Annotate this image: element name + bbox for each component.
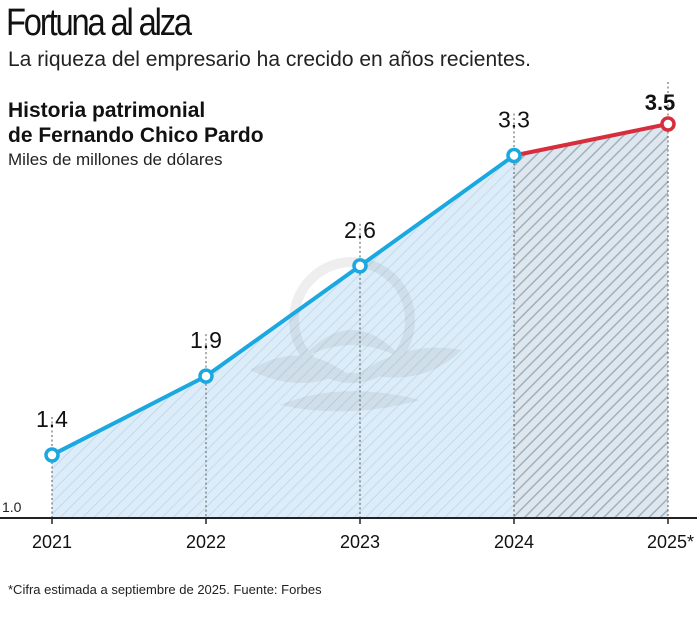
y-axis-min-label: 1.0 xyxy=(2,499,22,515)
area-estimate xyxy=(514,124,668,518)
data-point-2022 xyxy=(198,368,214,384)
data-label-2022: 1.9 xyxy=(190,327,222,353)
chart-title-line1: Historia patrimonial xyxy=(8,99,206,122)
data-label-2023: 2.6 xyxy=(344,217,376,243)
chart-title-line2: de Fernando Chico Pardo xyxy=(8,124,264,147)
watermark-emblem xyxy=(250,257,462,412)
x-tick-label-2023: 2023 xyxy=(340,532,380,552)
chart-title: Historia patrimonial de Fernando Chico P… xyxy=(8,98,264,148)
data-point-2025 xyxy=(660,116,676,132)
data-label-2025: 3.5 xyxy=(645,90,676,115)
x-tick-label-2021: 2021 xyxy=(32,532,72,552)
data-label-2024: 3.3 xyxy=(498,107,530,133)
chart-units: Miles de millones de dólares xyxy=(8,150,223,169)
area-actual xyxy=(52,155,514,518)
data-point-2024 xyxy=(506,147,522,164)
x-tick-label-2022: 2022 xyxy=(186,532,226,552)
footnote: *Cifra estimada a septiembre de 2025. Fu… xyxy=(8,582,322,597)
subtitle: La riqueza del empresario ha crecido en … xyxy=(8,48,531,71)
data-point-2023 xyxy=(352,258,368,274)
data-label-2021: 1.4 xyxy=(36,406,68,432)
headline: Fortuna al alza xyxy=(6,2,192,44)
x-tick-label-2024: 2024 xyxy=(494,532,534,552)
x-tick-label-2025: 2025* xyxy=(647,532,694,552)
series-line-estimate xyxy=(513,122,669,158)
series-line-actual xyxy=(51,153,516,457)
data-point-2021 xyxy=(44,447,60,463)
